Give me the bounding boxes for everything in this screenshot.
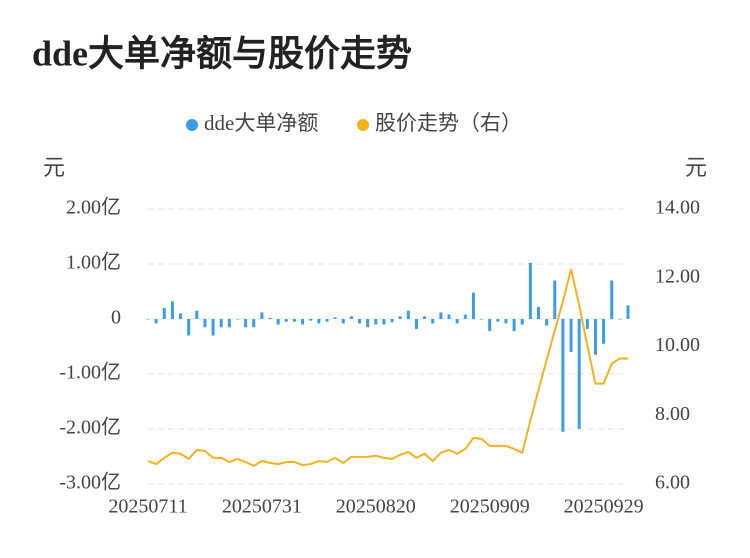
bar [455,319,459,324]
bar [244,319,248,328]
bar [219,319,223,328]
bar [463,314,467,319]
bar [545,319,549,326]
bar [496,319,500,322]
bar [317,319,321,324]
chart-title: dde大单净额与股价走势 [32,33,412,73]
bar [260,312,264,319]
x-tick-label: 20250929 [564,496,644,518]
bar [349,316,353,319]
bar [284,319,288,322]
y2-tick-label: 6.00 [655,472,690,494]
bar [537,306,541,319]
bar [179,313,183,319]
y-tick-label: -3.00亿 [59,471,121,494]
y2-tick-label: 12.00 [655,265,700,287]
y2-tick-label: 8.00 [655,403,690,425]
bar [471,292,475,319]
bar [235,319,239,320]
bar [195,310,199,319]
bar [626,305,630,319]
bar [170,301,174,319]
bar [390,319,394,323]
bar [512,319,516,332]
bar [480,319,484,320]
y-axis-unit: 元 [43,155,65,180]
y-tick-label: 0 [111,307,121,329]
bar [447,314,451,319]
bar [366,319,370,328]
price-line [147,268,628,467]
bar [610,280,614,319]
legend-label: dde大单净额 [204,111,318,135]
bar [561,319,565,432]
bar [602,319,606,344]
bar [382,319,386,325]
bar [504,319,508,324]
y2-tick-label: 10.00 [655,334,700,356]
bar [333,317,337,319]
bar [528,262,532,319]
y-tick-label: 2.00亿 [66,196,121,219]
x-tick-label: 20250711 [108,496,187,518]
x-tick-label: 20250731 [222,496,302,518]
bar [439,312,443,319]
y-tick-label: 1.00亿 [66,251,121,274]
bar [423,316,427,319]
bar [203,319,207,328]
bar [146,319,150,320]
y2-tick-label: 14.00 [655,197,700,219]
y-tick-label: -2.00亿 [59,416,121,439]
bar [520,319,524,325]
bar [577,319,581,429]
legend-label: 股价走势（右） [375,111,522,135]
bar [325,319,329,322]
bar [398,316,402,319]
bar [553,280,557,319]
bar [292,319,296,322]
bar [227,319,231,328]
bar [268,317,272,319]
bar [406,310,410,319]
bar [358,319,362,324]
y-tick-label: -1.00亿 [59,361,121,384]
bar [618,319,622,320]
x-tick-label: 20250909 [450,496,530,518]
bar [309,319,313,321]
bar [341,319,345,324]
bar [374,319,378,325]
bar [276,319,280,325]
bar [154,319,158,324]
bar [593,319,597,355]
legend-marker [357,119,369,131]
bar [211,319,215,336]
x-tick-label: 20250820 [336,496,416,518]
legend-marker [186,119,198,131]
bar [252,319,256,328]
bar [187,319,191,336]
y2-axis-unit: 元 [685,155,707,180]
bar [585,319,589,329]
bar [162,308,166,319]
bar [431,319,435,324]
bar [301,319,305,325]
bar [569,319,573,352]
bar [414,319,418,329]
bar [488,319,492,332]
